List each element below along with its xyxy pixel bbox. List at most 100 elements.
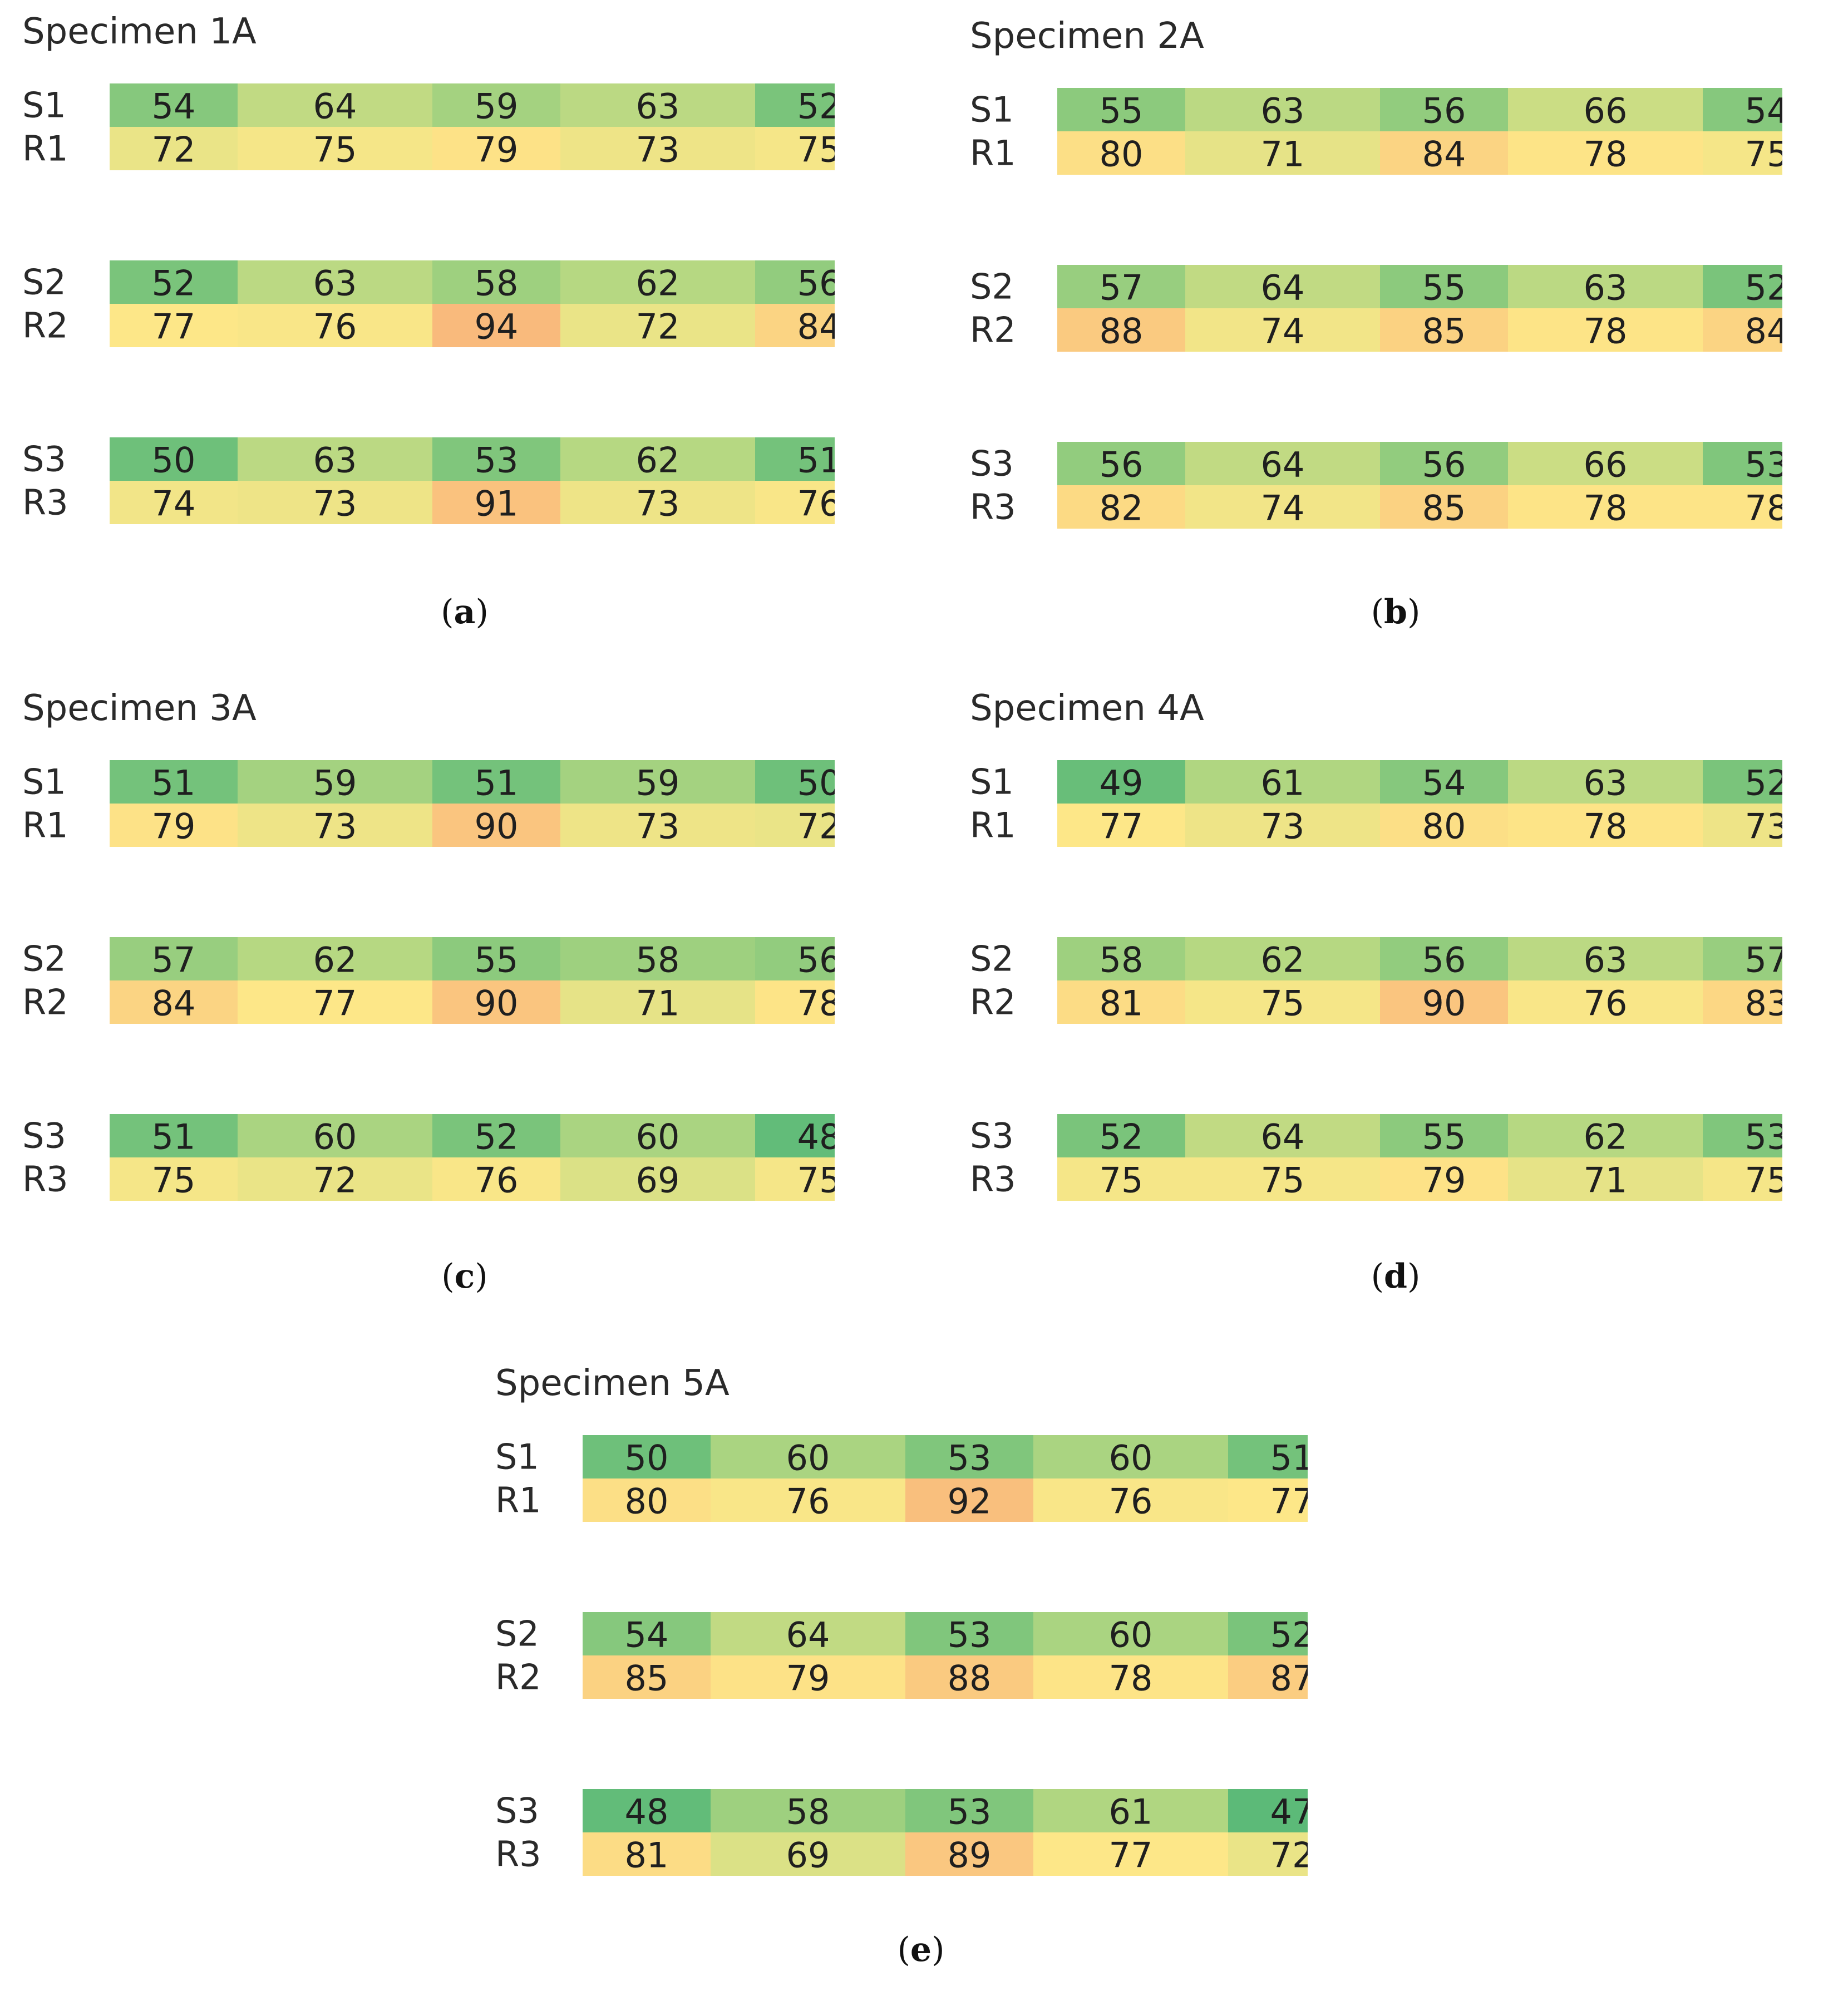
heatmap-cell bbox=[905, 1832, 1033, 1876]
row-label: S2 bbox=[22, 939, 66, 979]
heatmap-cell bbox=[711, 1832, 905, 1876]
heatmap-cell bbox=[560, 937, 755, 980]
heatmap-cell bbox=[1057, 760, 1185, 804]
cell-value-label: 76 bbox=[797, 484, 835, 524]
row-label: S1 bbox=[970, 762, 1014, 802]
heatmap-cell bbox=[110, 260, 238, 304]
heatmap-cell bbox=[432, 760, 560, 804]
heatmap-cell bbox=[238, 937, 432, 980]
cell-value-label: 73 bbox=[313, 806, 357, 847]
row-label: R3 bbox=[22, 1159, 68, 1200]
heatmap-cell bbox=[110, 127, 238, 170]
panel-title: Specimen 3A bbox=[22, 688, 257, 729]
heatmap-cell bbox=[1508, 442, 1703, 485]
heatmap-cell bbox=[560, 1114, 755, 1157]
heatmap-cell bbox=[560, 804, 755, 847]
heatmap-cell bbox=[1703, 308, 1782, 352]
cell-value-label: 81 bbox=[1100, 983, 1144, 1024]
heatmap-cell bbox=[110, 481, 238, 524]
panel-title: Specimen 4A bbox=[970, 688, 1204, 729]
cell-value-label: 73 bbox=[313, 484, 357, 524]
heatmap-cell bbox=[1185, 980, 1380, 1024]
cell-value-label: 62 bbox=[1261, 940, 1305, 980]
cell-value-label: 90 bbox=[475, 983, 519, 1024]
cell-value-label: 63 bbox=[1584, 940, 1628, 980]
heatmap-cell bbox=[560, 980, 755, 1024]
heatmap-cell bbox=[1185, 760, 1380, 804]
heatmap-cell bbox=[755, 980, 835, 1024]
heatmap-cell bbox=[755, 481, 835, 524]
row-label: R2 bbox=[970, 310, 1016, 351]
cell-value-label: 75 bbox=[1745, 1160, 1782, 1201]
row-label: R1 bbox=[22, 805, 68, 846]
cell-value-label: 58 bbox=[475, 263, 519, 304]
cell-value-label: 53 bbox=[475, 440, 519, 481]
heatmap-cell bbox=[238, 481, 432, 524]
heatmap-cell bbox=[755, 304, 835, 347]
heatmap-cell bbox=[711, 1655, 905, 1699]
heatmap-cell bbox=[755, 1114, 835, 1157]
heatmap-cell bbox=[110, 937, 238, 980]
cell-value-label: 64 bbox=[1261, 268, 1305, 308]
cell-value-label: 76 bbox=[313, 307, 357, 347]
cell-value-label: 79 bbox=[152, 806, 196, 847]
heatmap-cell bbox=[905, 1435, 1033, 1478]
cell-value-label: 84 bbox=[1422, 134, 1466, 175]
panel-d: Specimen 4A S1 49 61 54 63 52 R1 77 73 80 78 73 S2 58… bbox=[970, 688, 1782, 1322]
cell-value-label: 49 bbox=[1100, 763, 1144, 804]
heatmap-cell bbox=[1380, 1114, 1508, 1157]
cell-value-label: 64 bbox=[1261, 1117, 1305, 1157]
cell-value-label: 54 bbox=[625, 1615, 669, 1655]
cell-value-label: 92 bbox=[948, 1481, 992, 1522]
cell-value-label: 60 bbox=[1109, 1438, 1153, 1478]
cell-value-label: 54 bbox=[152, 86, 196, 127]
cell-value-label: 73 bbox=[636, 806, 680, 847]
heatmap-cell bbox=[1508, 485, 1703, 529]
cell-value-label: 58 bbox=[636, 940, 680, 980]
cell-value-label: 83 bbox=[1745, 983, 1782, 1024]
cell-value-label: 53 bbox=[948, 1792, 992, 1832]
cell-value-label: 60 bbox=[1109, 1615, 1153, 1655]
cell-value-label: 52 bbox=[1745, 268, 1782, 308]
cell-value-label: 75 bbox=[797, 1160, 835, 1201]
cell-value-label: 73 bbox=[1745, 806, 1782, 847]
cell-value-label: 75 bbox=[1261, 983, 1305, 1024]
heatmap-cell bbox=[583, 1478, 711, 1522]
cell-value-label: 56 bbox=[1422, 940, 1466, 980]
heatmap-cell bbox=[583, 1612, 711, 1655]
heatmap-cell bbox=[1185, 804, 1380, 847]
heatmap-cell bbox=[1033, 1478, 1228, 1522]
heatmap-cell bbox=[238, 83, 432, 127]
heatmap-cell bbox=[1508, 760, 1703, 804]
heatmap-cell bbox=[711, 1435, 905, 1478]
cell-value-label: 55 bbox=[1100, 91, 1144, 131]
heatmap-cell bbox=[583, 1435, 711, 1478]
row-label: R2 bbox=[970, 982, 1016, 1023]
heatmap-cell bbox=[711, 1612, 905, 1655]
cell-value-label: 52 bbox=[152, 263, 196, 304]
heatmap-cell bbox=[755, 1157, 835, 1201]
cell-value-label: 88 bbox=[1100, 311, 1144, 352]
row-label: S2 bbox=[22, 262, 66, 303]
cell-value-label: 51 bbox=[152, 1117, 196, 1157]
heatmap-cell bbox=[755, 937, 835, 980]
heatmap-cell bbox=[1703, 88, 1782, 131]
cell-value-label: 78 bbox=[1584, 311, 1628, 352]
heatmap-cell bbox=[1508, 131, 1703, 175]
cell-value-label: 78 bbox=[1584, 488, 1628, 529]
heatmap-cell bbox=[432, 804, 560, 847]
cell-value-label: 81 bbox=[625, 1835, 669, 1876]
heatmap-cell bbox=[432, 260, 560, 304]
heatmap-cell bbox=[432, 1157, 560, 1201]
cell-value-label: 75 bbox=[1100, 1160, 1144, 1201]
cell-value-label: 64 bbox=[1261, 445, 1305, 485]
cell-value-label: 57 bbox=[1100, 268, 1144, 308]
heatmap-cell bbox=[1185, 131, 1380, 175]
heatmap-cell bbox=[1185, 1114, 1380, 1157]
cell-value-label: 52 bbox=[1270, 1615, 1308, 1655]
heatmap-cell bbox=[1380, 442, 1508, 485]
cell-value-label: 51 bbox=[1270, 1438, 1308, 1478]
cell-value-label: 52 bbox=[475, 1117, 519, 1157]
heatmap-cell bbox=[1380, 88, 1508, 131]
row-label: S2 bbox=[970, 939, 1014, 979]
